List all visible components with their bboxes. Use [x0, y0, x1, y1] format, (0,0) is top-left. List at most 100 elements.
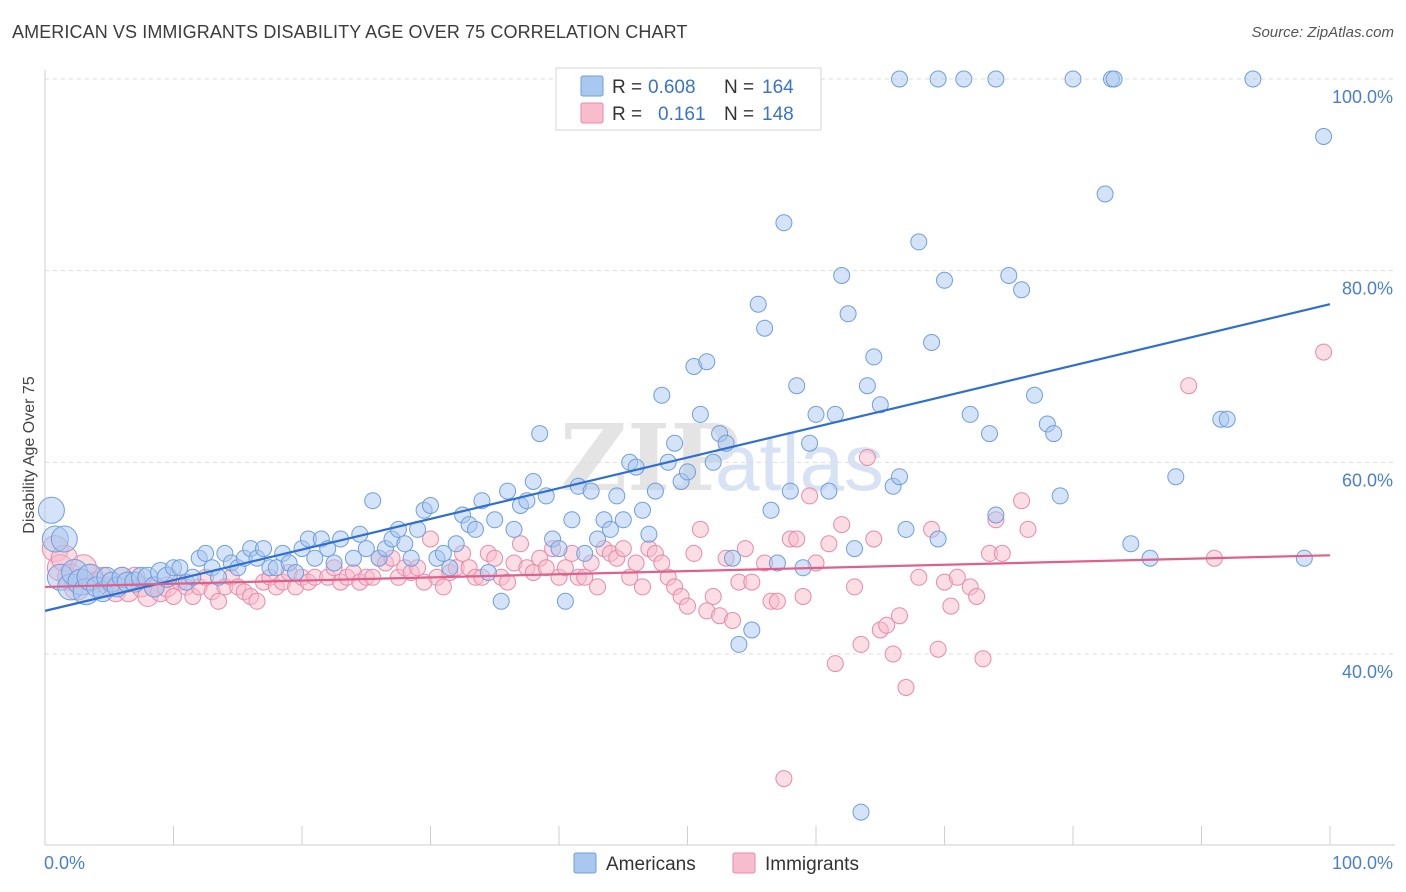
immigrants-point	[884, 645, 902, 663]
americans-point	[698, 353, 716, 371]
immigrants-point	[704, 588, 722, 605]
americans-point	[955, 70, 973, 88]
americans-point	[434, 544, 452, 562]
americans-point	[788, 377, 806, 395]
immigrants-point	[788, 530, 806, 548]
americans-point	[1141, 549, 1159, 567]
americans-point	[634, 501, 651, 519]
americans-point	[820, 482, 838, 500]
immigrants-point	[910, 568, 928, 586]
immigrants-n-value: 148	[762, 104, 794, 125]
immigrants-point	[801, 487, 819, 505]
immigrants-point	[486, 549, 504, 567]
americans-point	[1026, 386, 1043, 404]
immigrants-point	[858, 449, 876, 466]
americans-point	[1045, 425, 1063, 443]
immigrants-point	[852, 635, 870, 653]
immigrants-point	[653, 554, 671, 572]
immigrants-point	[422, 530, 439, 548]
immigrants-point	[614, 540, 632, 558]
americans-r-label: R =	[612, 77, 642, 98]
immigrants-point	[820, 535, 838, 553]
americans-point	[505, 520, 523, 538]
immigrants-series-swatch[interactable]	[732, 852, 756, 874]
americans-point	[865, 348, 883, 366]
immigrants-point	[499, 573, 517, 591]
americans-point	[929, 70, 947, 88]
americans-point	[1315, 128, 1333, 145]
americans-point	[775, 214, 793, 232]
immigrants-point	[897, 679, 915, 696]
gridlines	[45, 78, 1395, 655]
americans-point	[807, 405, 825, 423]
americans-point	[589, 530, 606, 548]
americans-legend-swatch	[580, 75, 604, 97]
americans-point	[724, 549, 741, 567]
americans-point	[499, 482, 517, 500]
americans-point	[981, 425, 998, 443]
americans-point	[961, 405, 979, 423]
americans-point	[858, 377, 876, 395]
americans-point	[287, 564, 305, 581]
americans-point	[441, 559, 459, 577]
americans-point	[364, 492, 382, 510]
americans-point	[1122, 535, 1140, 553]
immigrants-point	[627, 554, 645, 572]
immigrants-point	[556, 559, 574, 577]
immigrants-point	[210, 592, 227, 610]
immigrants-point	[968, 588, 986, 605]
immigrants-point	[1013, 492, 1031, 510]
americans-point	[524, 473, 542, 490]
americans-point	[801, 434, 819, 452]
americans-point	[1218, 410, 1236, 428]
americans-point	[1295, 549, 1313, 567]
americans-series-label[interactable]: Americans	[606, 854, 696, 875]
immigrants-point	[891, 607, 908, 625]
immigrants-r-label: R =	[612, 104, 642, 125]
y-tick-label-80: 80.0%	[1342, 279, 1393, 299]
americans-point	[704, 453, 722, 471]
immigrants-point	[948, 568, 966, 586]
immigrants-point	[364, 568, 382, 586]
immigrants-point	[878, 616, 896, 634]
immigrants-n-label: N =	[724, 104, 754, 125]
americans-point	[396, 535, 414, 553]
americans-point	[601, 520, 619, 538]
americans-point	[891, 468, 908, 486]
immigrants-trend-line	[44, 554, 1331, 589]
immigrants-point	[434, 578, 452, 596]
immigrants-point	[794, 588, 812, 605]
americans-point	[389, 520, 407, 538]
immigrants-point	[942, 597, 960, 615]
immigrants-point	[826, 655, 844, 673]
americans-point	[306, 549, 324, 567]
americans-trend-line	[44, 303, 1331, 612]
americans-point	[1013, 281, 1031, 299]
immigrants-point	[589, 578, 606, 596]
americans-point	[479, 564, 497, 581]
americans-point	[344, 549, 362, 567]
americans-point	[768, 554, 786, 572]
americans-point	[1000, 267, 1018, 284]
y-tick-label-40: 40.0%	[1342, 662, 1393, 682]
americans-point	[852, 803, 870, 821]
chart-title: AMERICAN VS IMMIGRANTS DISABILITY AGE OV…	[12, 22, 688, 42]
americans-n-value: 164	[762, 77, 794, 98]
americans-point	[762, 501, 780, 519]
immigrants-point	[974, 650, 992, 668]
americans-points	[37, 70, 1333, 821]
americans-series-swatch[interactable]	[573, 852, 597, 874]
americans-point	[627, 458, 645, 476]
americans-point	[910, 233, 928, 251]
immigrants-legend-swatch	[580, 102, 604, 124]
americans-point	[576, 544, 594, 562]
americans-point	[1167, 468, 1185, 486]
source-credit: Source: ZipAtlas.com	[1251, 24, 1394, 41]
immigrants-point	[537, 559, 555, 577]
immigrants-point	[724, 612, 741, 629]
americans-point	[891, 70, 908, 88]
immigrants-series-label[interactable]: Immigrants	[765, 854, 859, 875]
americans-point	[871, 396, 889, 414]
y-tick-labels: 40.0% 60.0% 80.0% 100.0%	[1332, 87, 1393, 682]
